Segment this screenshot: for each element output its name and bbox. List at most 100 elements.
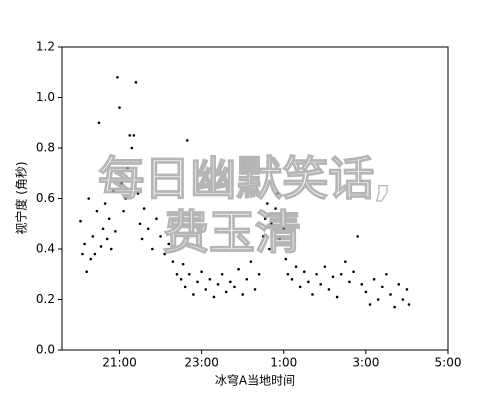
y-tick-label: 0.2 bbox=[36, 292, 55, 306]
point bbox=[120, 182, 123, 185]
x-tick-label: 5:00 bbox=[435, 356, 462, 370]
point bbox=[200, 270, 203, 274]
point bbox=[339, 272, 343, 276]
point bbox=[179, 278, 183, 281]
x-tick-label: 23:00 bbox=[184, 356, 219, 370]
point bbox=[112, 189, 115, 193]
y-tick-label: 0.6 bbox=[36, 191, 55, 205]
point bbox=[208, 278, 212, 281]
point bbox=[364, 290, 368, 294]
point bbox=[220, 272, 224, 276]
point bbox=[380, 285, 384, 289]
point bbox=[360, 283, 364, 286]
point bbox=[294, 265, 298, 268]
point bbox=[114, 230, 117, 233]
point bbox=[278, 237, 281, 241]
point bbox=[138, 222, 142, 226]
point bbox=[183, 285, 187, 289]
point bbox=[101, 227, 105, 231]
y-tick-label: 1.0 bbox=[36, 90, 55, 104]
point bbox=[245, 278, 249, 281]
point bbox=[229, 280, 232, 284]
point bbox=[268, 247, 271, 251]
point bbox=[282, 227, 286, 231]
point bbox=[163, 252, 166, 256]
point bbox=[79, 219, 82, 223]
watermark: 每日幽默笑话, bbox=[98, 152, 391, 206]
point bbox=[97, 121, 101, 125]
watermark: 费玉清 bbox=[163, 206, 301, 260]
point bbox=[87, 197, 90, 200]
point bbox=[368, 303, 372, 306]
point bbox=[122, 209, 125, 213]
point bbox=[204, 288, 208, 291]
y-tick-label: 0.0 bbox=[36, 343, 55, 357]
point bbox=[401, 298, 405, 301]
point bbox=[372, 278, 376, 281]
y-tick-label: 0.8 bbox=[36, 141, 55, 155]
point bbox=[118, 106, 121, 109]
point bbox=[348, 280, 351, 284]
point bbox=[393, 305, 396, 309]
point bbox=[146, 227, 150, 231]
point bbox=[130, 146, 134, 150]
point bbox=[136, 192, 140, 195]
x-tick-label: 1:00 bbox=[270, 356, 297, 370]
point bbox=[212, 295, 216, 299]
point bbox=[93, 252, 97, 256]
point bbox=[103, 202, 107, 205]
point bbox=[196, 280, 199, 284]
x-axis-label: 冰穹A当地时间 bbox=[215, 373, 295, 388]
y-tick-label: 0.4 bbox=[36, 242, 55, 256]
x-tick-label: 3:00 bbox=[352, 356, 379, 370]
point bbox=[389, 293, 392, 296]
y-tick-label: 1.2 bbox=[36, 40, 55, 54]
point bbox=[159, 235, 162, 238]
point bbox=[151, 247, 154, 251]
point bbox=[257, 272, 261, 276]
point bbox=[335, 295, 339, 299]
point bbox=[181, 262, 185, 266]
point bbox=[307, 280, 310, 284]
point bbox=[224, 290, 228, 294]
point bbox=[323, 265, 327, 268]
point bbox=[405, 288, 409, 291]
point bbox=[99, 245, 103, 248]
point bbox=[233, 285, 236, 289]
point bbox=[385, 272, 388, 276]
point bbox=[274, 207, 277, 210]
point bbox=[83, 242, 86, 246]
point bbox=[319, 283, 323, 286]
points bbox=[79, 76, 411, 309]
point bbox=[140, 237, 144, 241]
point bbox=[105, 237, 109, 241]
point bbox=[132, 134, 136, 137]
point bbox=[270, 222, 273, 226]
point bbox=[175, 272, 179, 276]
point bbox=[89, 257, 93, 261]
point bbox=[253, 288, 257, 291]
point bbox=[286, 272, 290, 276]
point bbox=[237, 267, 240, 271]
point bbox=[241, 293, 244, 296]
point bbox=[155, 217, 158, 220]
point bbox=[331, 275, 335, 279]
point bbox=[95, 209, 99, 213]
y-axis-label: 视宁度 (角秒) bbox=[14, 161, 29, 234]
point bbox=[128, 134, 132, 137]
point bbox=[344, 260, 347, 263]
point bbox=[276, 192, 279, 195]
point bbox=[167, 242, 171, 246]
point bbox=[142, 207, 146, 210]
point bbox=[109, 247, 113, 251]
point bbox=[356, 235, 359, 238]
point bbox=[171, 260, 175, 263]
point bbox=[311, 293, 314, 296]
point bbox=[397, 283, 401, 286]
x-tick-label: 21:00 bbox=[102, 356, 137, 370]
point bbox=[192, 293, 195, 296]
point bbox=[216, 283, 220, 286]
point bbox=[315, 272, 318, 276]
point bbox=[302, 270, 306, 274]
